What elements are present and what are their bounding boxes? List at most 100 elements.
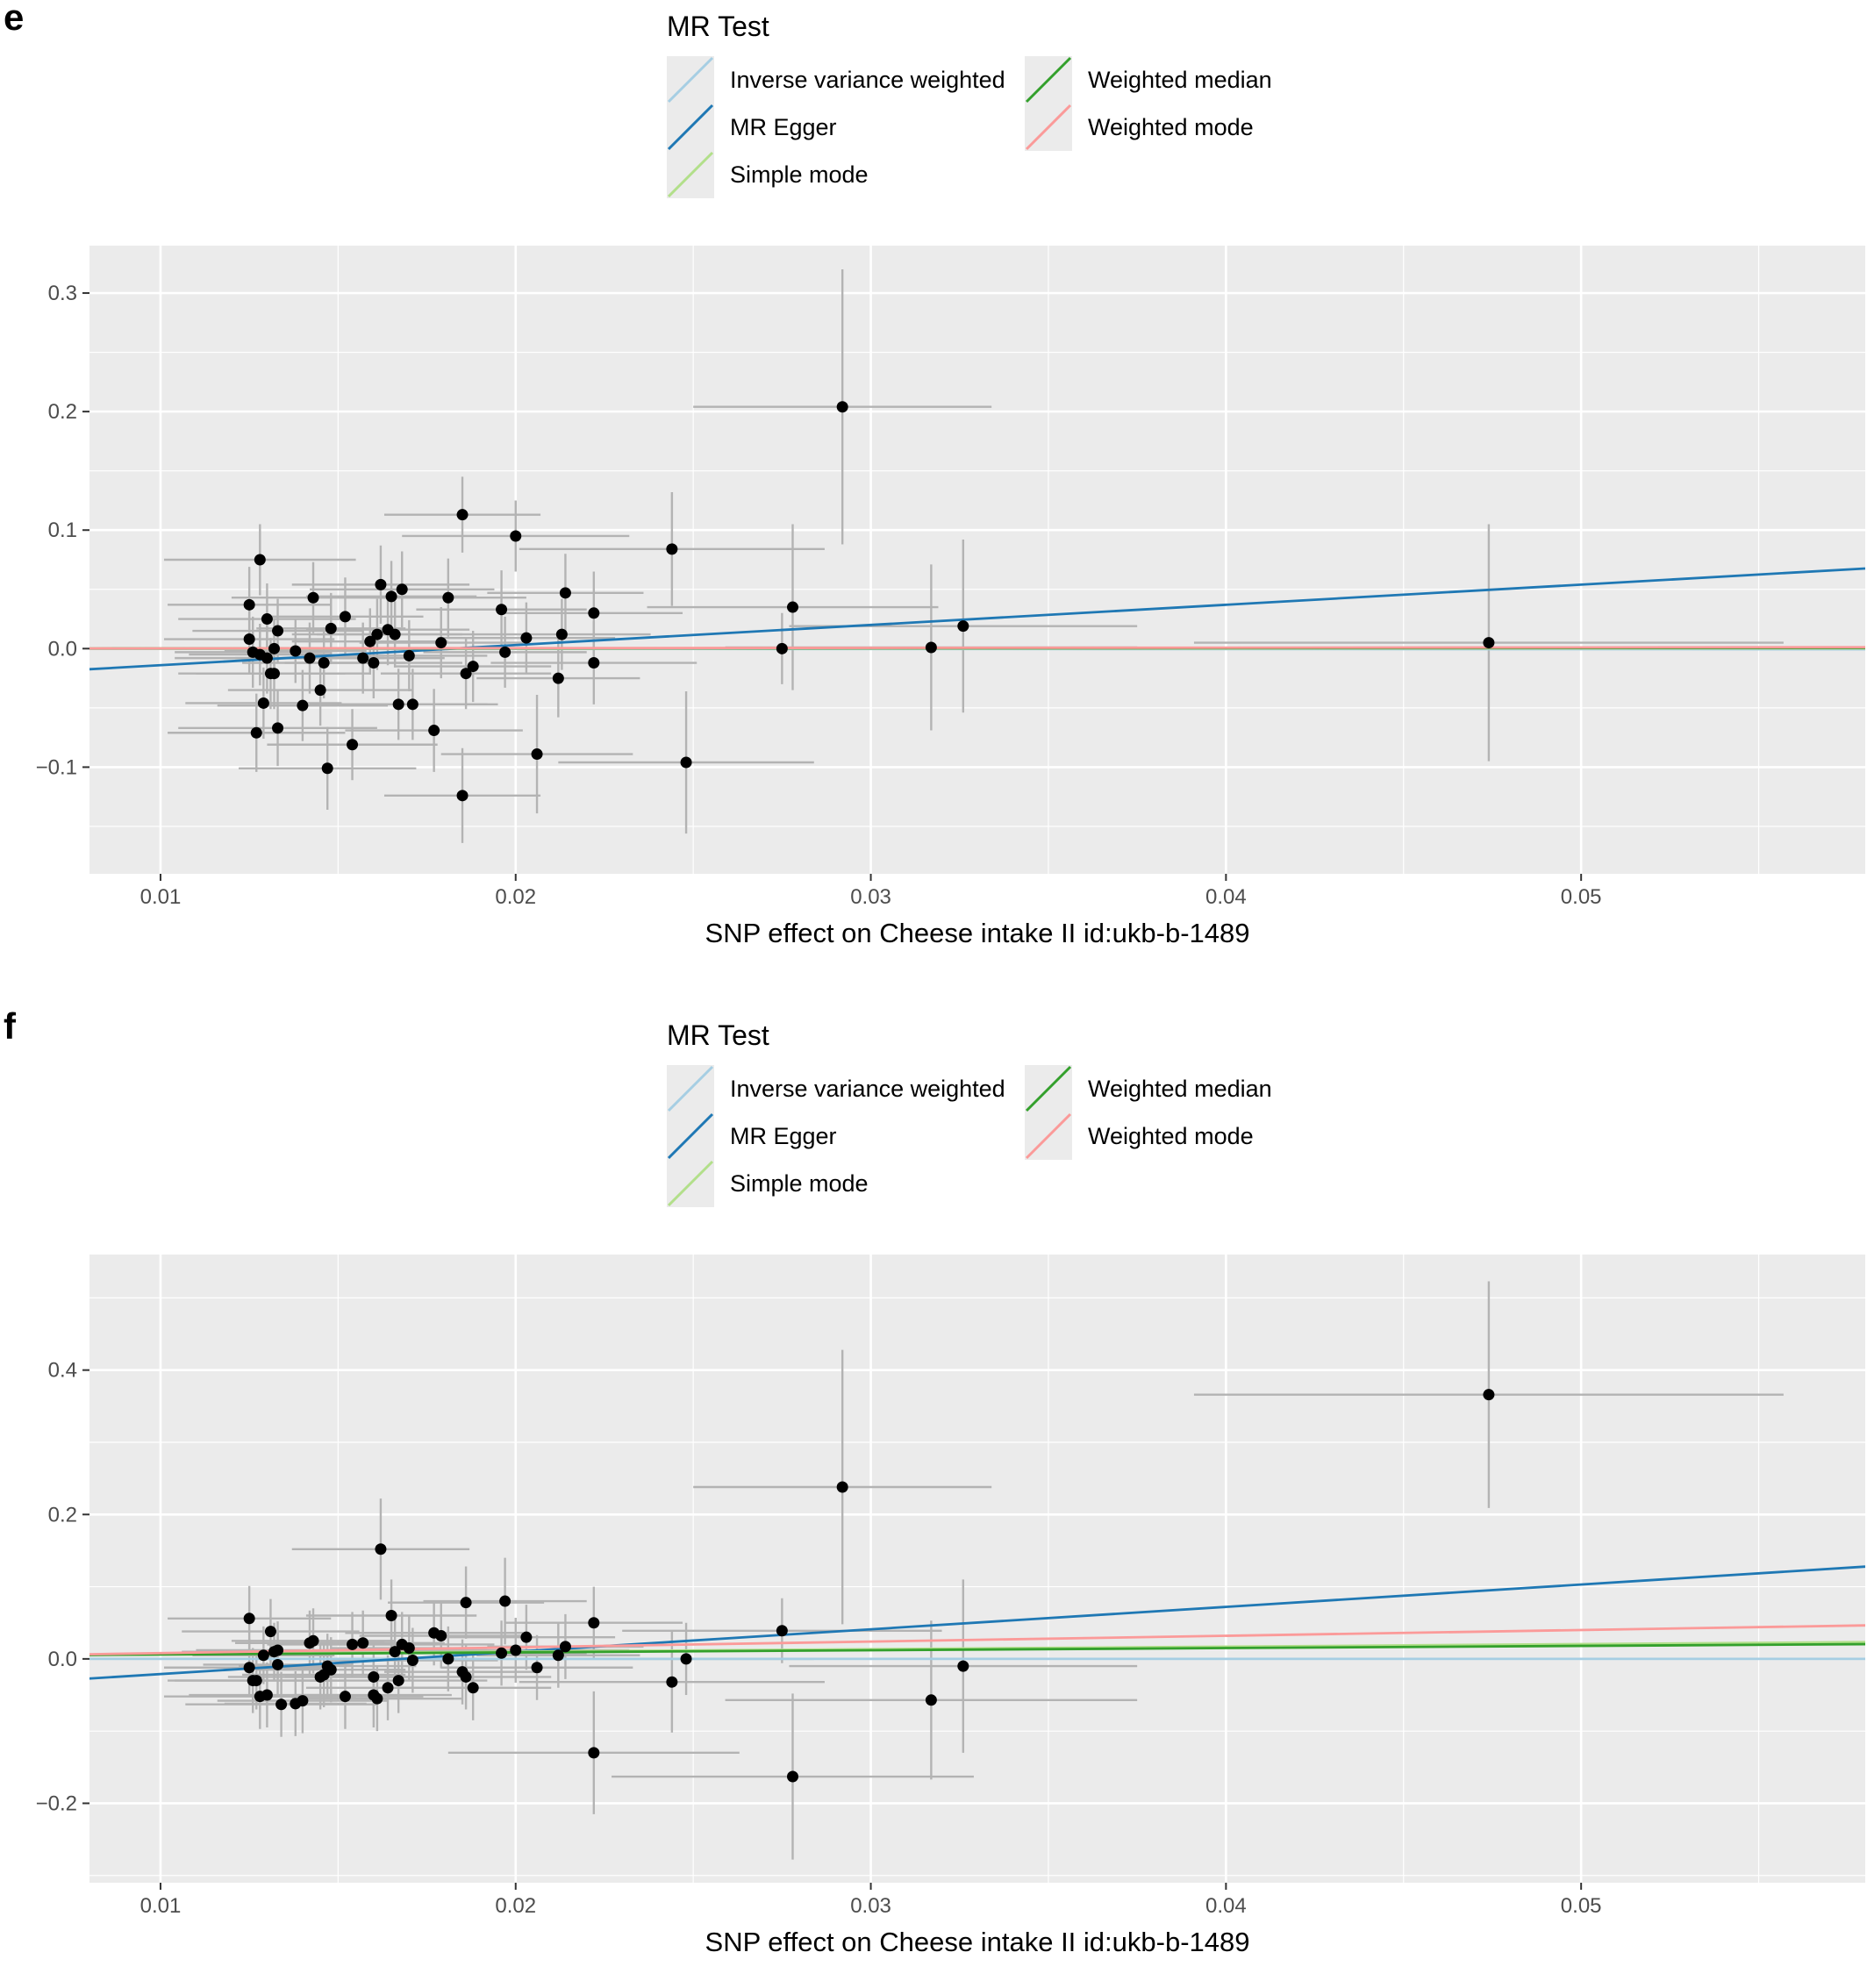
data-point xyxy=(666,543,677,554)
data-point xyxy=(1483,637,1494,648)
x-tick-label: 0.04 xyxy=(1205,1894,1247,1918)
data-point xyxy=(272,722,283,733)
data-point xyxy=(776,1625,788,1636)
data-point xyxy=(268,668,280,679)
legend-title: MR Test xyxy=(667,1019,769,1052)
data-point xyxy=(251,727,262,739)
data-point xyxy=(499,647,511,658)
data-point xyxy=(588,607,599,619)
data-point xyxy=(532,1662,543,1673)
data-point xyxy=(787,1771,798,1783)
legend-key xyxy=(1025,104,1072,151)
y-tick-label: 0.4 xyxy=(48,1359,77,1383)
legend-key xyxy=(1025,1065,1072,1112)
data-point xyxy=(588,1617,599,1628)
data-point xyxy=(272,1659,283,1670)
data-point xyxy=(428,725,440,736)
legend-label: MR Egger xyxy=(730,114,837,141)
x-tick-label: 0.05 xyxy=(1561,885,1602,909)
data-point xyxy=(304,653,315,664)
data-point xyxy=(272,1644,283,1655)
data-point xyxy=(468,1682,479,1693)
data-point xyxy=(297,1695,308,1706)
legend-title: MR Test xyxy=(667,11,769,43)
x-tick-label: 0.03 xyxy=(850,1894,891,1918)
data-point xyxy=(837,401,848,412)
data-point xyxy=(837,1482,848,1493)
data-point xyxy=(457,509,469,520)
data-point xyxy=(397,583,408,595)
data-point xyxy=(957,620,969,632)
data-point xyxy=(461,1597,472,1608)
data-point xyxy=(468,661,479,672)
plot-background xyxy=(89,1255,1865,1883)
legend-key xyxy=(667,1065,714,1112)
data-point xyxy=(520,633,532,644)
data-point xyxy=(368,657,379,669)
legend: MR Test Inverse variance weighted MR Egg… xyxy=(667,11,1369,204)
legend-label: Weighted mode xyxy=(1088,1123,1254,1150)
data-point xyxy=(553,673,564,684)
data-point xyxy=(510,1644,521,1655)
x-axis-title: SNP effect on Cheese intake II id:ukb-b-… xyxy=(705,918,1250,948)
data-point xyxy=(496,604,507,615)
legend-label: MR Egger xyxy=(730,1123,837,1150)
data-point xyxy=(244,633,255,645)
data-point xyxy=(461,1671,472,1683)
data-point xyxy=(308,1635,319,1647)
data-point xyxy=(268,643,280,654)
legend-key xyxy=(667,104,714,151)
data-point xyxy=(383,1682,394,1693)
data-point xyxy=(244,1662,255,1673)
x-tick-label: 0.01 xyxy=(140,885,182,909)
regression-line-weighted-mode xyxy=(89,647,1865,648)
data-point xyxy=(261,1690,273,1701)
data-point xyxy=(442,592,454,604)
data-point xyxy=(254,554,266,566)
data-point xyxy=(308,592,319,604)
data-point xyxy=(496,1648,507,1659)
data-point xyxy=(556,629,568,640)
data-point xyxy=(275,1698,287,1710)
data-point xyxy=(957,1661,969,1672)
data-point xyxy=(560,1641,571,1652)
data-point xyxy=(393,1675,404,1686)
legend-label: Inverse variance weighted xyxy=(730,1076,1005,1103)
data-point xyxy=(371,629,383,640)
data-point xyxy=(393,698,404,710)
data-point xyxy=(510,530,521,541)
y-tick-label: −0.1 xyxy=(36,755,77,779)
data-point xyxy=(386,590,397,602)
data-point xyxy=(368,1671,379,1683)
data-point xyxy=(265,1626,276,1637)
y-tick-label: 0.0 xyxy=(48,637,77,661)
data-point xyxy=(532,748,543,760)
data-point xyxy=(244,599,255,611)
data-point xyxy=(499,1596,511,1607)
data-point xyxy=(261,613,273,625)
x-tick-label: 0.01 xyxy=(140,1894,182,1918)
data-point xyxy=(251,1675,262,1686)
data-point xyxy=(776,643,788,654)
data-point xyxy=(787,602,798,613)
data-point xyxy=(407,1655,418,1666)
legend-label: Simple mode xyxy=(730,161,869,189)
legend-label: Simple mode xyxy=(730,1170,869,1198)
data-point xyxy=(520,1632,532,1643)
data-point xyxy=(926,1694,937,1706)
data-point xyxy=(588,1747,599,1758)
legend-label: Weighted median xyxy=(1088,67,1272,94)
data-point xyxy=(435,637,447,648)
data-point xyxy=(375,579,386,590)
data-point xyxy=(340,1691,351,1702)
y-tick-label: 0.0 xyxy=(48,1648,77,1671)
data-point xyxy=(442,1653,454,1664)
data-point xyxy=(404,650,415,661)
data-point xyxy=(297,700,308,712)
data-point xyxy=(435,1630,447,1641)
data-point xyxy=(357,1637,368,1648)
y-tick-label: 0.1 xyxy=(48,518,77,542)
data-point xyxy=(347,739,358,750)
data-point xyxy=(666,1677,677,1688)
